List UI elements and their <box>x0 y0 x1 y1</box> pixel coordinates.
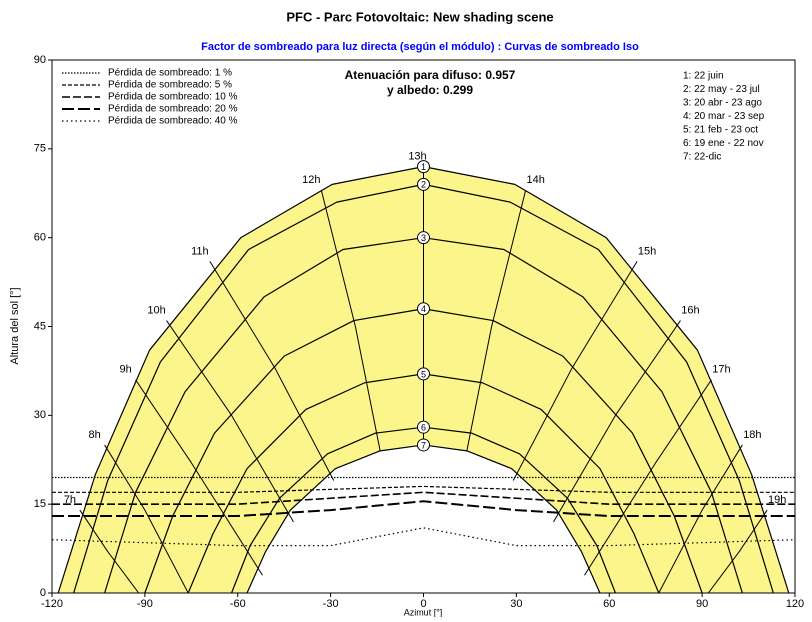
x-axis-label: Azimut [°] <box>404 607 443 617</box>
hour-label: 10h <box>147 304 165 316</box>
hour-line <box>320 190 381 451</box>
y-tick-label: 75 <box>34 143 46 155</box>
hour-label: 13h <box>408 151 426 163</box>
x-tick-label: -60 <box>230 598 246 610</box>
x-tick-label: 0 <box>420 598 426 610</box>
shading-curve <box>52 527 795 547</box>
hour-label: 9h <box>119 364 131 376</box>
hour-label: 7h <box>64 494 76 506</box>
x-tick-label: -90 <box>137 598 153 610</box>
y-tick-label: 90 <box>34 54 46 66</box>
legend-label: 1: 22 juin <box>683 71 724 82</box>
date-marker-label: 1 <box>421 162 426 172</box>
legend-label: 4: 20 mar - 23 sep <box>683 111 765 122</box>
hour-line <box>553 320 681 523</box>
annotation: y albedo: 0.299 <box>387 83 473 97</box>
date-marker-label: 7 <box>421 440 426 450</box>
hour-line <box>466 190 527 451</box>
hour-label: 8h <box>89 429 101 441</box>
hour-label: 12h <box>302 174 320 186</box>
legend-label: Pérdida de sombreado: 20 % <box>108 104 238 115</box>
date-marker-label: 6 <box>421 423 426 433</box>
date-marker <box>417 160 430 174</box>
annotation: Atenuación para difuso: 0.957 <box>345 68 516 82</box>
legend-label: 5: 21 feb - 23 oct <box>683 125 758 136</box>
legend-label: Pérdida de sombreado: 1 % <box>108 68 232 79</box>
x-tick-label: -30 <box>323 598 339 610</box>
hour-label: 19h <box>768 494 786 506</box>
y-tick-label: 45 <box>34 320 46 332</box>
hour-line <box>135 379 263 576</box>
hour-line <box>658 444 743 593</box>
hour-line <box>707 509 768 593</box>
shading-curve <box>52 500 795 518</box>
x-tick-label: -120 <box>41 598 63 610</box>
y-tick-label: 15 <box>34 498 46 510</box>
chart-title: PFC - Parc Fotovoltaic: New shading scen… <box>286 9 553 24</box>
legend-label: 3: 20 abr - 23 ago <box>683 98 762 109</box>
hour-label: 11h <box>191 245 209 257</box>
x-tick-label: 30 <box>510 598 522 610</box>
hour-line <box>512 261 638 481</box>
hour-line <box>209 261 335 481</box>
date-marker <box>417 420 430 434</box>
legend-label: 6: 19 ene - 22 nov <box>683 138 764 149</box>
legend-label: 2: 22 may - 23 jul <box>683 84 760 95</box>
hour-line <box>166 320 294 523</box>
date-marker-label: 5 <box>421 369 426 379</box>
chart-subtitle: Factor de sombreado para luz directa (se… <box>201 41 639 53</box>
date-marker <box>417 302 430 316</box>
y-tick-label: 30 <box>34 409 46 421</box>
y-axis-label: Altura del sol [°] <box>9 287 21 364</box>
hour-line <box>584 379 712 576</box>
y-tick-label: 0 <box>40 587 46 599</box>
x-tick-label: 120 <box>786 598 804 610</box>
hour-line <box>104 444 189 593</box>
y-tick-label: 60 <box>34 232 46 244</box>
date-marker <box>417 231 430 245</box>
date-marker-label: 4 <box>421 304 426 314</box>
hour-label: 16h <box>681 304 699 316</box>
date-marker-label: 3 <box>421 233 426 243</box>
hour-line <box>79 509 140 593</box>
date-marker-label: 2 <box>421 180 426 190</box>
date-marker <box>417 438 430 452</box>
date-marker <box>417 367 430 381</box>
hour-label: 15h <box>638 245 656 257</box>
legend-label: 7: 22-dic <box>683 152 721 163</box>
hour-label: 14h <box>526 174 544 186</box>
x-tick-label: 60 <box>603 598 615 610</box>
legend-label: Pérdida de sombreado: 5 % <box>108 80 232 91</box>
hour-label: 17h <box>712 364 730 376</box>
legend-label: Pérdida de sombreado: 40 % <box>108 116 238 127</box>
x-tick-label: 90 <box>696 598 708 610</box>
date-marker <box>417 177 430 191</box>
legend-label: Pérdida de sombreado: 10 % <box>108 92 238 103</box>
hour-label: 18h <box>743 429 761 441</box>
